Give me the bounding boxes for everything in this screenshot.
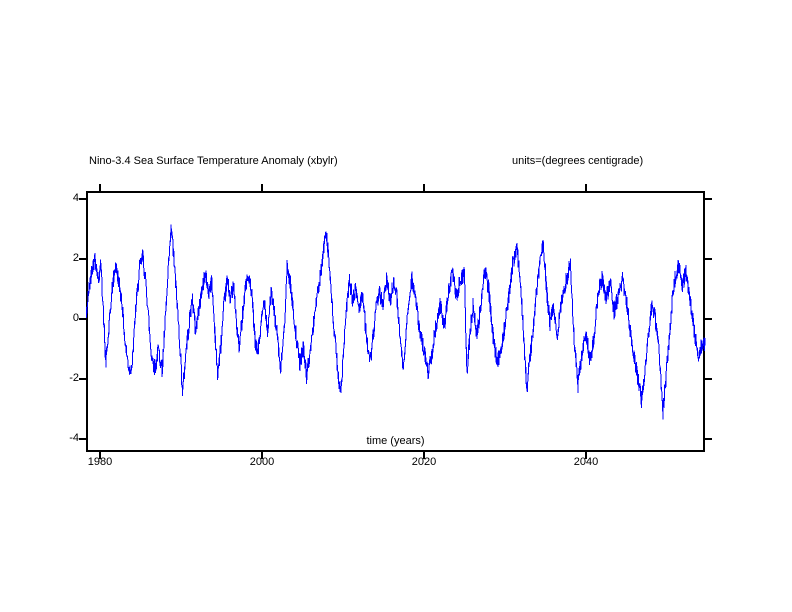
y-tick-label: 2 (72, 252, 79, 264)
y-tick-label: 4 (72, 192, 79, 204)
y-tick-label: -2 (69, 372, 79, 384)
x-axis-label: time (years) (366, 435, 425, 447)
axis-ticks (79, 184, 712, 459)
x-tick-label: 1980 (87, 456, 113, 468)
x-tick-label: 2000 (249, 456, 275, 468)
x-tick-label: 2040 (573, 456, 599, 468)
plot-border (86, 191, 705, 452)
chart-title: Nino-3.4 Sea Surface Temperature Anomaly… (89, 155, 338, 167)
x-tick-label: 2020 (411, 456, 437, 468)
units-label: units=(degrees centigrade) (512, 155, 644, 167)
y-tick-label: 0 (72, 312, 79, 324)
y-tick-label: -4 (69, 432, 79, 444)
sst-anomaly-line (85, 224, 706, 420)
